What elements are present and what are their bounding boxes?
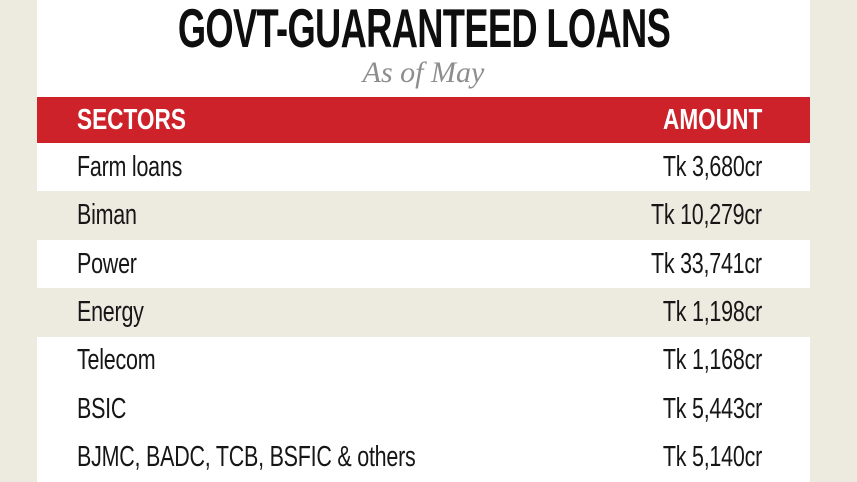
table-row: Farm loans Tk 3,680cr	[37, 143, 810, 192]
sector-label: Power	[77, 247, 137, 280]
sector-label: BSIC	[77, 392, 127, 425]
amount-value: Tk 1,168cr	[662, 344, 762, 377]
sector-label: Telecom	[77, 344, 156, 377]
amount-value: Tk 10,279cr	[651, 199, 762, 232]
sector-label: BJMC, BADC, TCB, BSFIC & others	[77, 441, 416, 474]
table-card: GOVT-GUARANTEED LOANS As of May SECTORS …	[37, 0, 810, 482]
sector-label: Farm loans	[77, 150, 183, 183]
table-row: Telecom Tk 1,168cr	[37, 336, 810, 386]
table-row: BJMC, BADC, TCB, BSFIC & others Tk 5,140…	[37, 433, 810, 482]
page-title: GOVT-GUARANTEED LOANS	[177, 0, 670, 59]
table-row: BSIC Tk 5,443cr	[37, 385, 810, 434]
amount-value: Tk 5,443cr	[662, 392, 762, 425]
table-body: Farm loans Tk 3,680cr Biman Tk 10,279cr …	[37, 143, 810, 482]
column-header-sectors: SECTORS	[77, 103, 186, 136]
amount-value: Tk 3,680cr	[662, 150, 762, 183]
table-row: Energy Tk 1,198cr	[37, 288, 810, 337]
sector-label: Energy	[77, 295, 144, 328]
page-subtitle: As of May	[362, 56, 485, 89]
table-row: Biman Tk 10,279cr	[37, 191, 810, 240]
table-header: SECTORS AMOUNT	[37, 97, 810, 143]
sector-label: Biman	[77, 199, 137, 232]
column-header-amount: AMOUNT	[662, 103, 762, 136]
title-block: GOVT-GUARANTEED LOANS As of May	[37, 0, 810, 97]
amount-value: Tk 5,140cr	[662, 441, 762, 474]
amount-value: Tk 33,741cr	[651, 247, 762, 280]
amount-value: Tk 1,198cr	[662, 295, 762, 328]
table-row: Power Tk 33,741cr	[37, 239, 810, 289]
